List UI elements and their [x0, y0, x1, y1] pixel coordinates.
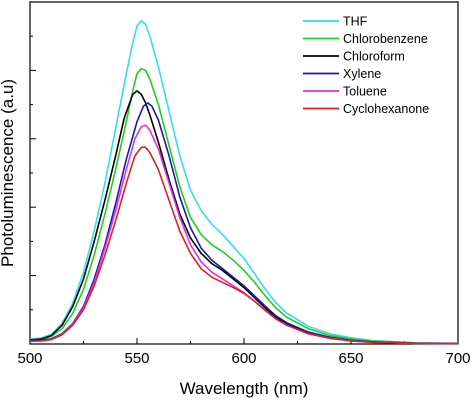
- legend-label-chlorobenzene: Chlorobenzene: [343, 32, 428, 46]
- x-tick-label: 500: [17, 350, 42, 367]
- legend: THF Chlorobenzene Chloroform Xylene Toluene C…: [303, 15, 429, 116]
- series-line-chlorobenzene: [29, 67, 459, 345]
- series-line-toluene: [29, 124, 459, 345]
- legend-label-thf: THF: [343, 15, 368, 29]
- legend-label-cyclohexanone: Cyclohexanone: [343, 102, 429, 116]
- series-line-chloroform: [29, 90, 459, 345]
- series-line-xylene: [29, 102, 459, 345]
- x-tick-label: 600: [231, 350, 256, 367]
- y-axis-ticks: [30, 1, 36, 311]
- series-lines: [29, 20, 459, 345]
- legend-label-toluene: Toluene: [343, 85, 387, 99]
- x-axis-label: Wavelength (nm): [180, 379, 309, 398]
- legend-label-xylene: Xylene: [343, 67, 381, 81]
- y-axis-label: Photoluminescence (a.u): [0, 79, 17, 267]
- legend-label-chloroform: Chloroform: [343, 50, 405, 64]
- x-tick-label: 650: [338, 350, 363, 367]
- x-tick-label: 700: [445, 350, 470, 367]
- x-tick-label: 550: [124, 350, 149, 367]
- series-line-cyclohexanone: [29, 146, 459, 345]
- series-line-thf: [29, 20, 459, 345]
- x-axis-ticks: 500 550 600 650 700: [17, 338, 471, 367]
